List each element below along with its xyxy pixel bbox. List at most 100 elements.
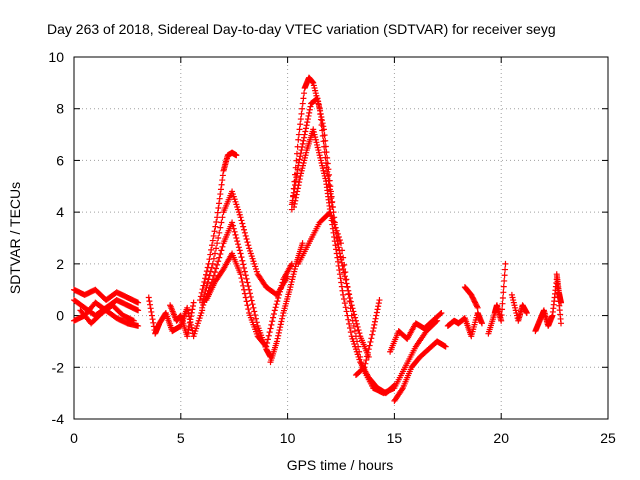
- data-point: [252, 312, 259, 319]
- data-point: [248, 297, 255, 304]
- data-point: [299, 100, 306, 107]
- data-point: [325, 166, 332, 173]
- data-point: [213, 218, 220, 225]
- data-point: [214, 209, 221, 216]
- series-late-d: [508, 291, 530, 324]
- data-point: [233, 152, 240, 159]
- data-point: [240, 261, 247, 268]
- data-point: [301, 134, 308, 141]
- data-point: [336, 271, 343, 278]
- data-point: [241, 264, 248, 271]
- y-tick-label: -4: [52, 411, 65, 427]
- data-point: [296, 156, 303, 163]
- y-tick-label: 8: [56, 101, 64, 117]
- data-point: [333, 250, 340, 257]
- data-point: [307, 103, 314, 110]
- data-point: [301, 131, 308, 138]
- x-tick-label: 0: [70, 430, 78, 446]
- data-point: [236, 247, 243, 254]
- data-point: [320, 123, 327, 130]
- data-point: [238, 217, 245, 224]
- data-point: [275, 294, 282, 301]
- axis-ticks: 0 5 10 15 20 25 -4 -2 0 2 4 6 8 10: [48, 49, 616, 446]
- data-point: [371, 318, 378, 325]
- data-point: [217, 224, 224, 231]
- data-point: [330, 229, 337, 236]
- data-point: [478, 320, 485, 327]
- data-point: [297, 121, 304, 128]
- data-point: [235, 241, 242, 248]
- data-point: [334, 254, 341, 261]
- y-tick-label: 4: [56, 204, 64, 220]
- data-point: [335, 233, 342, 240]
- data-point: [333, 246, 340, 253]
- data-point: [306, 106, 313, 113]
- data-point: [523, 309, 530, 316]
- data-point: [270, 311, 277, 318]
- data-point: [229, 222, 236, 229]
- data-point: [186, 323, 193, 330]
- data-point: [340, 296, 347, 303]
- data-point: [558, 320, 565, 327]
- data-point: [299, 240, 306, 247]
- data-point: [292, 178, 299, 185]
- data-point: [145, 294, 152, 301]
- data-point: [350, 322, 357, 329]
- data-point: [331, 238, 338, 245]
- data-point: [247, 290, 254, 297]
- data-point: [277, 324, 284, 331]
- data-point: [147, 301, 154, 308]
- data-point: [242, 272, 249, 279]
- data-point: [211, 269, 218, 276]
- data-point: [208, 246, 215, 253]
- data-point: [295, 182, 302, 189]
- data-point: [499, 306, 506, 313]
- data-point: [269, 318, 276, 325]
- data-point: [343, 276, 350, 283]
- data-point: [322, 143, 329, 150]
- data-point: [244, 239, 251, 246]
- data-point: [277, 285, 284, 292]
- data-point: [346, 320, 353, 327]
- data-point: [357, 353, 364, 360]
- data-point: [247, 293, 254, 300]
- data-point: [276, 288, 283, 295]
- data-point: [210, 255, 217, 262]
- data-point: [300, 137, 307, 144]
- data-point: [189, 306, 196, 313]
- data-point: [264, 339, 271, 346]
- series-arc-f: [167, 299, 197, 340]
- data-point: [498, 317, 505, 324]
- data-point: [219, 177, 226, 184]
- data-point: [315, 98, 322, 105]
- data-point: [558, 299, 565, 306]
- data-point: [318, 117, 325, 124]
- data-point: [339, 287, 346, 294]
- data-point: [335, 258, 342, 265]
- data-point: [375, 300, 382, 307]
- y-tick-label: 6: [56, 152, 64, 168]
- data-point: [244, 302, 251, 309]
- data-point: [329, 225, 336, 232]
- series-peak1-high: [199, 188, 291, 306]
- series-late-a: [444, 309, 485, 340]
- data-point: [252, 315, 259, 322]
- data-point: [345, 290, 352, 297]
- data-point: [264, 336, 271, 343]
- data-point: [333, 227, 340, 234]
- data-point: [275, 329, 282, 336]
- data-point: [241, 268, 248, 275]
- data-point: [184, 307, 191, 314]
- data-point: [237, 250, 244, 257]
- data-point: [149, 316, 156, 323]
- data-points: [71, 74, 565, 404]
- data-point: [210, 232, 217, 239]
- data-point: [341, 300, 348, 307]
- data-point: [273, 338, 280, 345]
- data-point: [243, 275, 250, 282]
- data-point: [279, 279, 286, 286]
- data-point: [304, 119, 311, 126]
- data-point: [352, 314, 359, 321]
- data-point: [217, 186, 224, 193]
